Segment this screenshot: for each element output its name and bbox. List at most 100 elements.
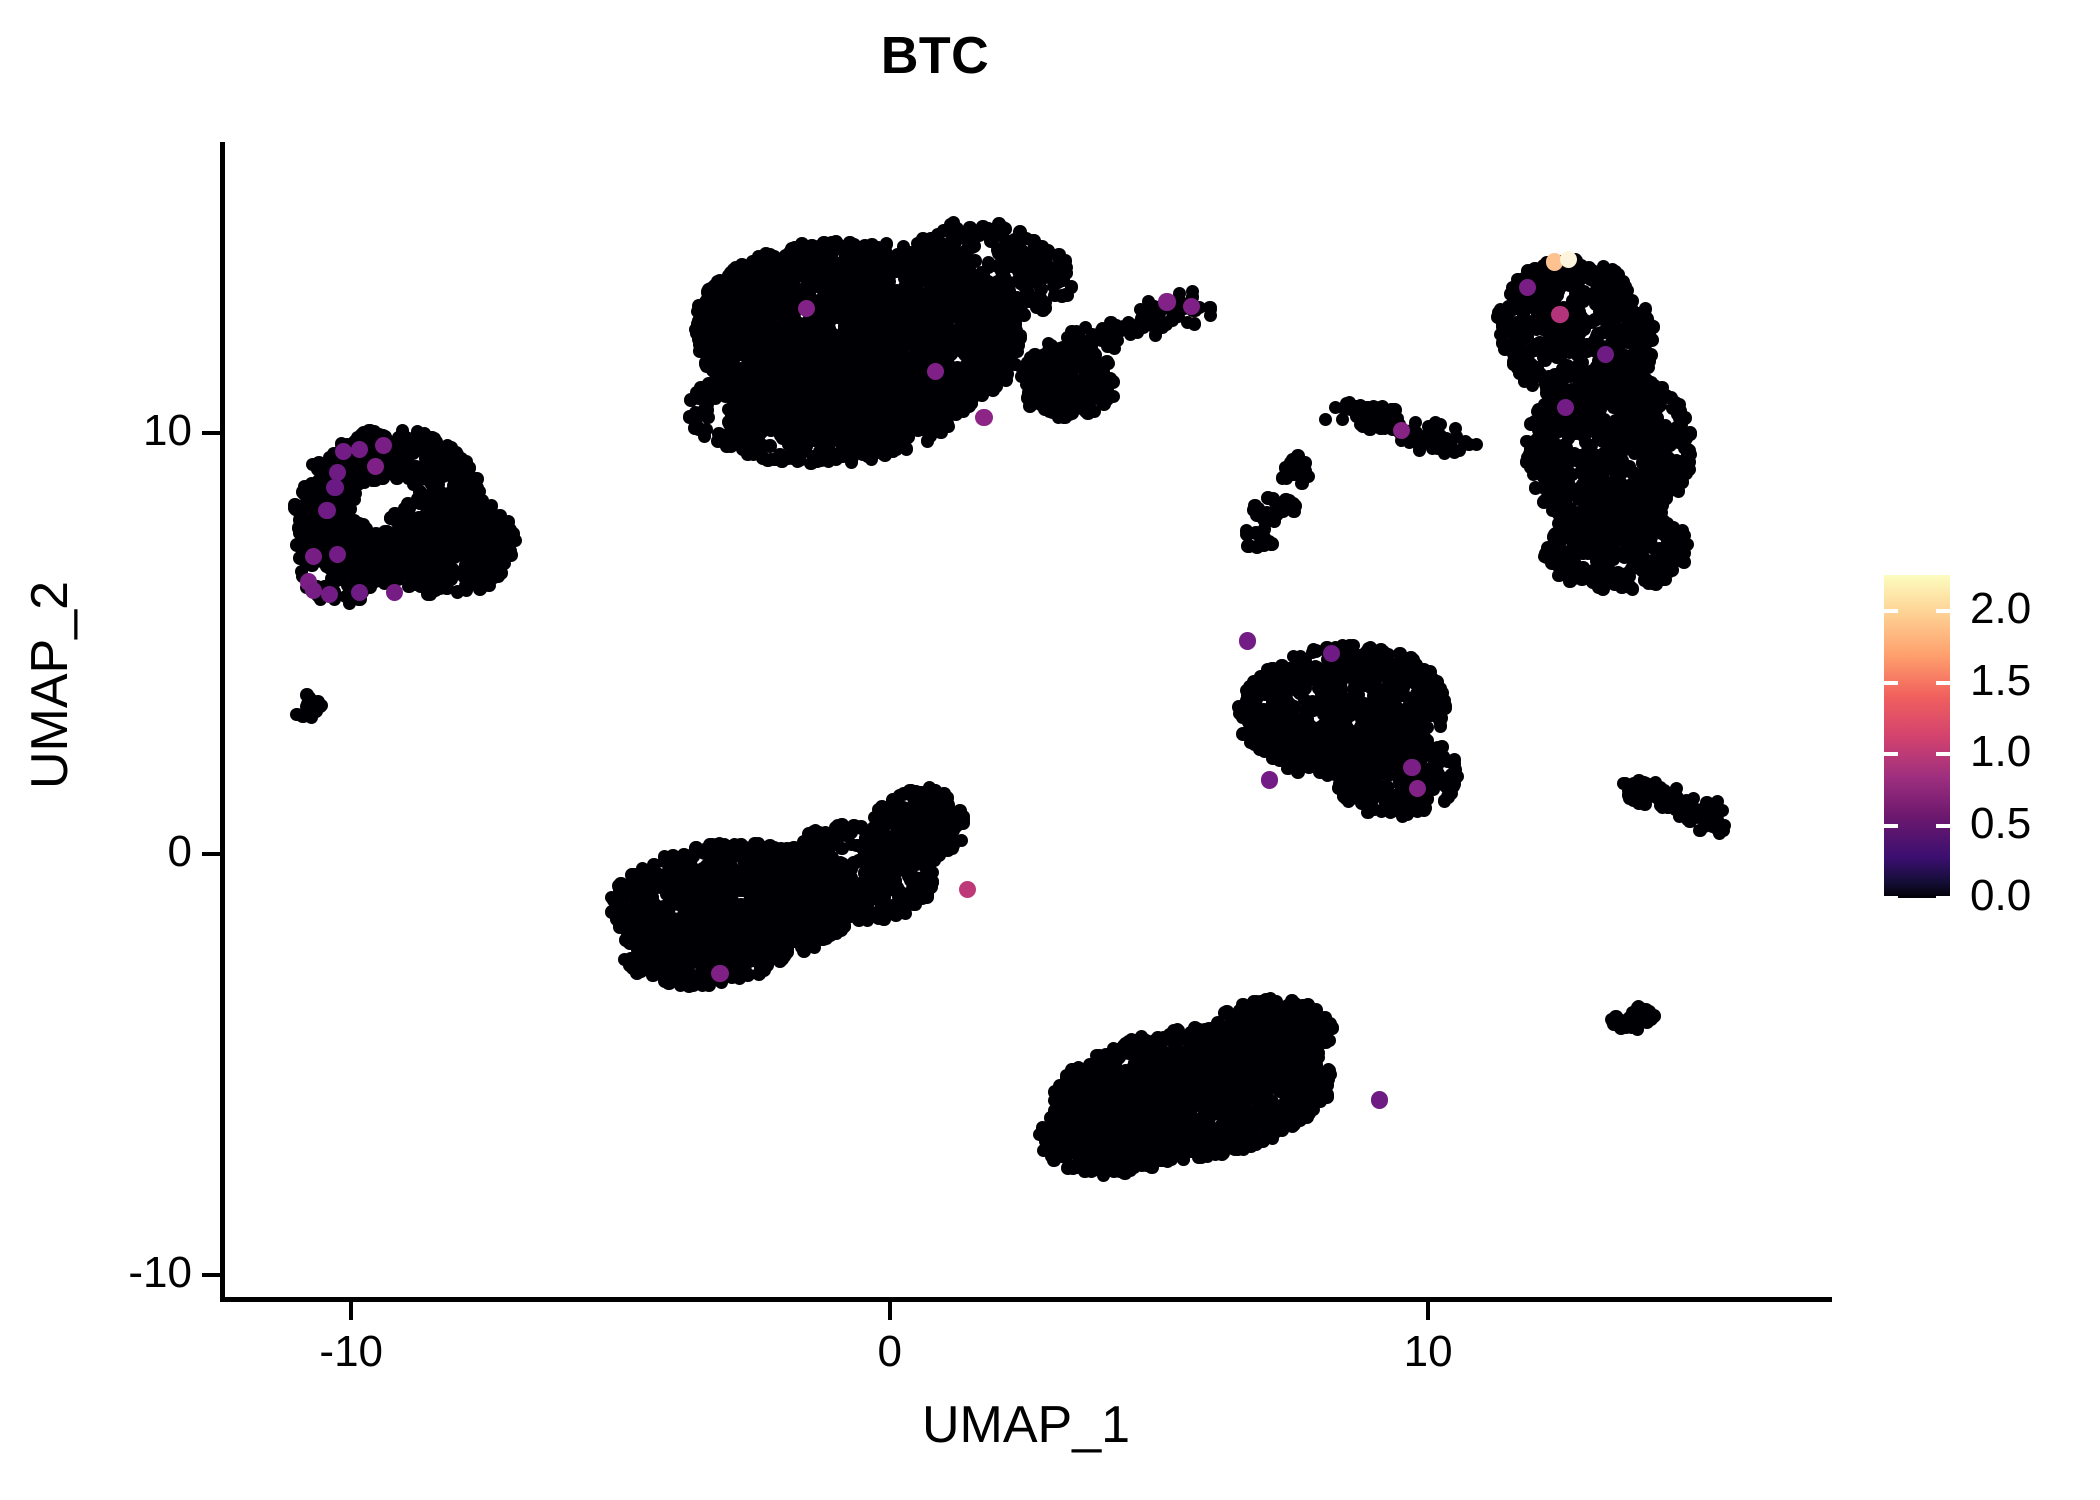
- scatter-point: [814, 365, 828, 379]
- y-axis-line: [220, 142, 225, 1302]
- scatter-point: [755, 439, 769, 453]
- scatter-point: [690, 385, 704, 400]
- scatter-point: [757, 390, 771, 405]
- scatter-point: [401, 498, 415, 513]
- scatter-point: [990, 275, 1005, 289]
- scatter-point: [879, 237, 894, 251]
- scatter-point: [296, 486, 311, 501]
- scatter-point: [908, 255, 923, 269]
- scatter-point: [424, 515, 439, 529]
- scatter-point: [1548, 342, 1563, 356]
- scatter-point: [1055, 288, 1069, 303]
- scatter-point: [1537, 272, 1551, 287]
- scatter-point: [1431, 442, 1445, 456]
- scatter-point: [950, 247, 965, 261]
- scatter-point: [406, 461, 421, 475]
- scatter-point: [983, 326, 998, 340]
- scatter-point: [953, 285, 968, 299]
- scatter-point: [844, 348, 859, 362]
- scatter-point: [1576, 294, 1590, 309]
- scatter-point: [493, 523, 508, 538]
- scatter-point: [1552, 280, 1566, 294]
- scatter-point: [296, 709, 310, 724]
- scatter-point: [711, 427, 726, 441]
- scatter-point: [459, 454, 473, 469]
- scatter-point: [1621, 318, 1635, 333]
- scatter-point: [937, 318, 952, 332]
- scatter-point: [364, 557, 379, 571]
- scatter-point: [872, 442, 887, 456]
- scatter-point: [1582, 343, 1597, 357]
- scatter-point: [1319, 413, 1333, 427]
- scatter-point: [792, 381, 806, 396]
- scatter-point: [1453, 444, 1467, 458]
- page-title: BTC: [880, 27, 990, 85]
- scatter-point: [829, 234, 843, 249]
- scatter-point: [707, 338, 721, 353]
- scatter-point: [402, 523, 417, 537]
- scatter-point: [877, 335, 892, 350]
- x-axis-line: [220, 1297, 1832, 1302]
- scatter-point: [730, 405, 744, 420]
- scatter-point: [889, 291, 904, 305]
- scatter-point: [759, 309, 773, 324]
- scatter-point: [826, 362, 840, 377]
- scatter-point: [776, 317, 791, 331]
- scatter-point: [1352, 406, 1366, 421]
- scatter-point: [411, 474, 426, 489]
- scatter-point: [1023, 289, 1038, 304]
- scatter-point: [805, 429, 820, 443]
- scatter-point: [793, 251, 807, 266]
- scatter-point: [1166, 313, 1180, 327]
- scatter-point: [1148, 328, 1162, 342]
- scatter-point: [732, 368, 746, 383]
- y-tick-label-text: 10: [143, 405, 192, 455]
- scatter-point: [405, 574, 420, 589]
- scatter-point: [1002, 298, 1017, 313]
- scatter-point: [981, 256, 996, 270]
- scatter-point: [747, 267, 762, 281]
- scatter-point: [1079, 320, 1093, 334]
- scatter-point: [448, 531, 463, 545]
- scatter-point: [1356, 419, 1370, 434]
- scatter-point: [1067, 350, 1081, 365]
- scatter-point: [847, 369, 862, 383]
- scatter-point: [999, 373, 1013, 387]
- scatter-point: [1052, 247, 1066, 262]
- scatter-point: [1010, 258, 1025, 273]
- scatter-point: [771, 410, 785, 425]
- scatter-point: [847, 238, 861, 252]
- scatter-point: [422, 447, 437, 462]
- scatter-point: [346, 531, 360, 545]
- scatter-point: [755, 325, 769, 340]
- scatter-point: [1028, 364, 1043, 379]
- scatter-point: [1266, 492, 1280, 506]
- x-tick-label: 0: [877, 1327, 902, 1376]
- x-tick-mark: [1426, 1302, 1431, 1320]
- scatter-point: [309, 704, 323, 718]
- scatter-point: [1279, 471, 1294, 486]
- scatter-point: [1586, 273, 1600, 288]
- scatter-point: [726, 312, 740, 326]
- scatter-point: [697, 314, 712, 328]
- scatter-point: [312, 456, 326, 471]
- y-tick-mark: [202, 430, 220, 435]
- scatter-point: [838, 391, 853, 406]
- scatter-point: [742, 416, 756, 430]
- scatter-point: [1588, 297, 1603, 311]
- scatter-point: [1180, 315, 1195, 329]
- scatter-point: [889, 330, 904, 344]
- scatter-point: [371, 542, 385, 556]
- scatter-point: [747, 373, 761, 388]
- scatter-point: [1415, 436, 1430, 450]
- scatter-point: [1565, 320, 1579, 334]
- scatter-point: [958, 298, 973, 313]
- scatter-point: [785, 445, 799, 460]
- scatter-point: [809, 378, 823, 392]
- scatter-point: [859, 258, 873, 273]
- scatter-point: [780, 304, 794, 318]
- scatter-point: [1622, 353, 1636, 368]
- scatter-point: [1433, 417, 1447, 431]
- scatter-point: [879, 370, 894, 384]
